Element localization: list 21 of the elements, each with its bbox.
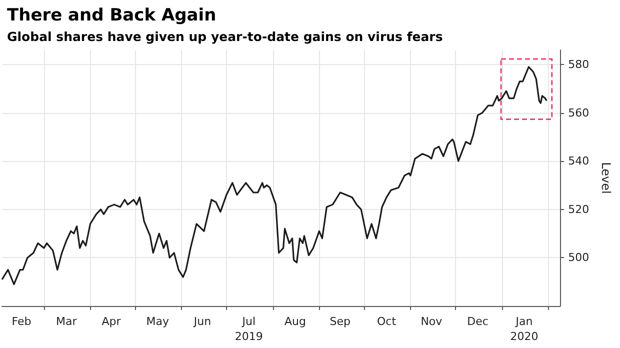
chart-title: There and Back Again: [7, 6, 216, 26]
x-tick-label: May: [146, 315, 170, 328]
y-tick-label: 520: [568, 202, 590, 216]
line-series: [1, 66, 548, 286]
x-tick-label: Aug: [284, 315, 306, 328]
x-tick-label: Jun: [192, 315, 212, 328]
y-tick-label: 500: [568, 251, 590, 264]
x-tick-label: Dec: [467, 315, 488, 328]
x-tick-label: Jul 2019: [234, 315, 263, 343]
y-tick-label: 540: [568, 154, 590, 168]
x-tick-label: Apr: [102, 315, 122, 328]
x-tick-label: Sep: [330, 315, 351, 328]
y-tick-label: 580: [568, 58, 590, 71]
x-tick-label: Nov: [420, 315, 443, 328]
chart-subtitle: Global shares have given up year-to-date gains on virus fears: [7, 29, 443, 44]
x-tick-label: Mar: [56, 315, 78, 328]
x-tick-label: Oct: [377, 315, 397, 328]
y-axis-title: Level: [599, 162, 613, 194]
x-tick-label: Jan 2020: [510, 315, 538, 343]
y-tick-label: 560: [568, 106, 590, 120]
x-tick-label: Feb: [12, 315, 32, 328]
